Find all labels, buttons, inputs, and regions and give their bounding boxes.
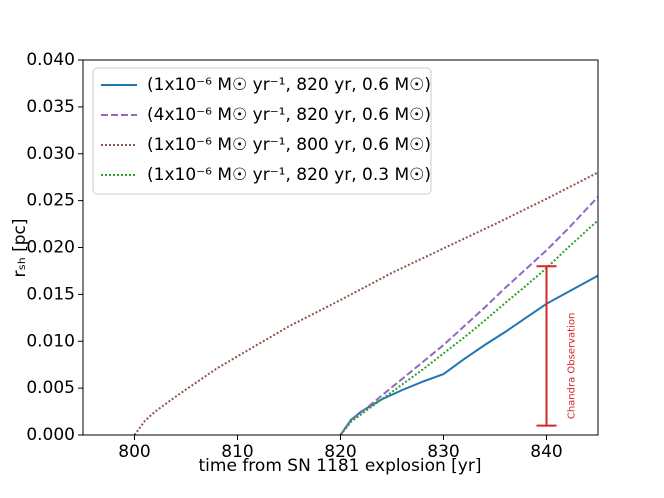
- y-tick-label: 0.040: [26, 50, 75, 70]
- y-tick-label: 0.015: [26, 284, 75, 304]
- line-series: [339, 196, 598, 435]
- y-tick-label: 0.005: [26, 378, 75, 398]
- y-tick-label: 0.030: [26, 144, 75, 164]
- y-tick-label: 0.035: [26, 97, 75, 117]
- y-tick-label: 0.000: [26, 425, 75, 445]
- y-tick-label: 0.010: [26, 331, 75, 351]
- y-tick-label: 0.020: [26, 238, 75, 258]
- legend-label: (4x10⁻⁶ M☉ yr⁻¹, 820 yr, 0.6 M☉): [147, 105, 431, 125]
- line-series: [339, 274, 598, 435]
- legend-box: [92, 67, 432, 195]
- legend-label: (1x10⁻⁶ M☉ yr⁻¹, 820 yr, 0.6 M☉): [147, 75, 431, 95]
- x-tick-label: 800: [118, 442, 150, 462]
- x-tick-label: 830: [427, 442, 459, 462]
- x-tick-label: 810: [221, 442, 253, 462]
- line-series: [133, 171, 598, 435]
- legend-label: (1x10⁻⁶ M☉ yr⁻¹, 800 yr, 0.6 M☉): [147, 135, 431, 155]
- x-tick-label: 820: [324, 442, 356, 462]
- x-tick-label: 840: [530, 442, 562, 462]
- annotation: Chandra Observation: [567, 313, 578, 419]
- x-axis-label: time from SN 1181 explosion [yr]: [199, 456, 482, 476]
- legend-label: (1x10⁻⁶ M☉ yr⁻¹, 820 yr, 0.3 M☉): [147, 165, 431, 185]
- line-series: [339, 219, 598, 435]
- y-tick-label: 0.025: [26, 191, 75, 211]
- y-axis-label: rₛₕ [pc]: [10, 218, 30, 277]
- plot-frame: [82, 59, 599, 436]
